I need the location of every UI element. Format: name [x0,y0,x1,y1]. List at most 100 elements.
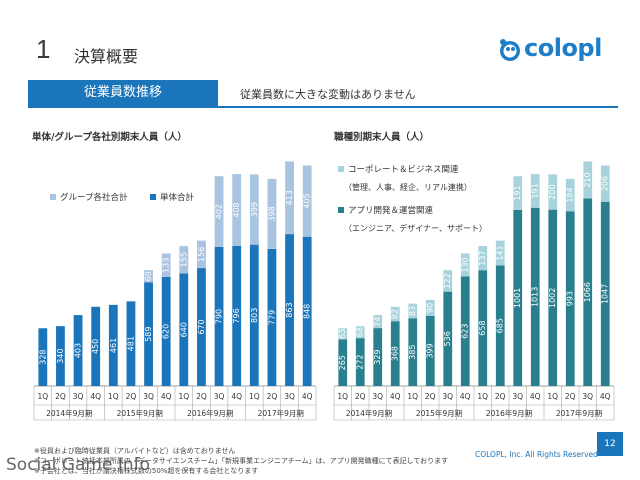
data-label: 122 [443,273,452,288]
footnote-2: ※コーポレート統括本部所属の「データサイエンスチーム」「新規事業エンジニアチーム… [34,457,449,465]
bar-0-s1-6 [144,270,153,283]
tick-label: 3Q [143,392,154,401]
tick-label: 2Q [495,392,506,401]
colopl-logo-icon [500,39,520,61]
data-label: 399 [250,202,259,217]
bar-1-s1-0 [338,328,348,340]
bar-1-s1-13 [565,178,575,212]
tick-label: 2Q [196,392,207,401]
tick-label: 3Q [372,392,383,401]
data-label: 658 [478,320,487,335]
bar-0-s0-15 [302,236,312,386]
tick-label: 1Q [249,392,260,401]
tick-label: 1Q [37,392,48,401]
bar-0-s0-14 [285,234,294,386]
data-label: 399 [426,343,435,358]
bar-1-s1-15 [600,165,610,202]
group-label: 2015年9月期 [416,408,462,418]
data-label: 623 [461,324,470,339]
bar-1-s1-10 [513,176,523,210]
bar-1-s0-5 [425,315,435,386]
tick-label: 2Q [355,392,366,401]
bar-1-s1-6 [443,270,453,292]
bar-0-s0-8 [179,273,189,386]
section-note: 従業員数に大きな変動はありません [240,88,416,101]
bar-1-s0-10 [513,209,523,386]
tick-label: 3Q [214,392,225,401]
group-label: 2014年9月期 [46,408,92,418]
data-label: 670 [197,319,206,334]
data-label: 685 [496,318,505,333]
bar-0-s1-15 [302,165,312,237]
footnote-1: ※役員および臨時従業員（アルバイトなど）は含めておりません [34,447,236,455]
bar-0-s1-9 [197,240,206,269]
data-label: 402 [215,204,224,219]
tick-label: 2Q [565,392,576,401]
bar-1-s0-6 [443,291,453,386]
tick-label: 2Q [267,392,278,401]
bar-1-s1-11 [530,174,540,208]
tick-label: 2Q [126,392,137,401]
data-label: 803 [250,308,259,323]
data-label: 206 [601,176,610,191]
bar-1-s0-0 [338,339,348,386]
bar-0-s0-3 [91,306,101,386]
group-label: 2017年9月期 [258,408,304,418]
tick-label: 3Q [73,392,84,401]
tick-label: 3Q [512,392,523,401]
data-label: 210 [583,172,592,187]
data-label: 863 [285,302,294,317]
data-label: 450 [91,339,100,354]
data-label: 82 [391,309,400,319]
bar-0-s0-6 [144,282,153,386]
bar-1-s1-5 [425,299,435,316]
data-label: 461 [109,338,118,353]
tick-label: 4Q [530,392,541,401]
data-label: 385 [408,344,417,359]
data-label: 589 [144,327,153,342]
group-label: 2014年9月期 [346,408,392,418]
bar-1-s1-1 [355,326,365,339]
data-label: 83 [408,306,417,316]
logo-text: colopl [524,34,602,62]
data-label: 790 [215,309,224,324]
bar-1-s1-8 [478,246,488,271]
slide-title: 決算概要 [74,47,139,66]
data-label: 200 [548,184,557,199]
data-label: 133 [162,258,171,273]
bar-0-s0-7 [161,276,171,386]
data-label: 141 [496,245,505,260]
legend-swatch [50,194,56,200]
legend-label: アプリ開発＆運営関連 [348,205,434,216]
data-label: 265 [338,355,347,370]
tick-label: 2Q [425,392,436,401]
bar-1-s0-15 [600,201,610,386]
data-label: 156 [197,247,206,262]
data-label: 796 [232,308,241,323]
data-label: 848 [303,304,312,319]
bar-1-s1-3 [390,306,400,322]
tick-label: 1Q [108,392,119,401]
data-label: 398 [267,206,276,221]
data-label: 340 [56,348,65,363]
data-label: 191 [531,183,540,198]
tick-label: 3Q [284,392,295,401]
bar-1-s1-12 [548,174,558,210]
right-chart-title: 職種別期末人員（人） [334,132,430,143]
bar-0-s1-14 [285,161,294,235]
group-label: 2017年9月期 [556,408,602,418]
group-label: 2016年9月期 [187,408,233,418]
bar-1-s1-14 [583,161,593,199]
bar-1-s0-8 [478,270,488,386]
tick-label: 1Q [407,392,418,401]
bar-1-s0-7 [460,276,470,386]
bar-0-s0-10 [214,246,224,386]
tick-label: 1Q [178,392,189,401]
tick-label: 4Q [390,392,401,401]
bar-1-s0-14 [583,198,593,386]
data-label: 481 [126,336,135,351]
tick-label: 1Q [337,392,348,401]
bar-0-s1-8 [179,246,189,274]
tick-label: 3Q [442,392,453,401]
